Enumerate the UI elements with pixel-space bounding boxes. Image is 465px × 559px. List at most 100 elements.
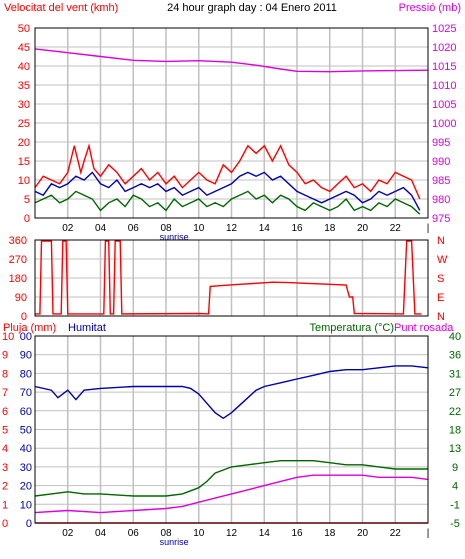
humidity-axis-title: Humitat: [68, 322, 106, 334]
wind-speed-tick-label: 40: [18, 61, 30, 73]
wind-speed-tick-label: 50: [18, 23, 30, 35]
rain-tick-label: 4: [2, 443, 8, 455]
x-tick-label: 06: [128, 528, 140, 539]
wind-direction-line: [35, 240, 422, 315]
temperature-tick-label: 9: [452, 462, 458, 474]
x-tick-label: 14: [259, 528, 271, 539]
pressure-tick-label: 990: [432, 156, 450, 168]
pressure-tick-label: 975: [432, 213, 450, 225]
series-line-green: [34, 190, 421, 215]
humidity-tick-label: 60: [20, 406, 32, 418]
series-line-humitat: [34, 365, 429, 420]
temperature-tick-label: 18: [449, 425, 461, 437]
humidity-tick-label: 70: [20, 387, 32, 399]
temperature-tick-label: 13: [449, 443, 461, 455]
humidity-tick-label: 00: [20, 331, 32, 343]
sunrise-label: sunrise: [160, 537, 189, 547]
x-tick-label: |: [427, 223, 430, 234]
wind-speed-tick-label: 25: [18, 118, 30, 130]
x-tick-label: 20: [357, 223, 369, 234]
x-tick-label: 10: [193, 223, 205, 234]
pressure-tick-label: 980: [432, 194, 450, 206]
x-tick-label: 22: [390, 223, 402, 234]
direction-compass-tick-label: N: [437, 311, 445, 323]
wind-speed-tick-label: 0: [24, 213, 30, 225]
humidity-tick-label: 90: [20, 350, 32, 362]
x-tick-label: 18: [324, 528, 336, 539]
humidity-tick-label: 0: [26, 518, 32, 530]
temperature-axis-title: Temperatura (°C): [310, 322, 394, 334]
rain-tick-label: 3: [2, 462, 8, 474]
direction-compass-tick-label: W: [437, 254, 448, 266]
rain-tick-label: 10: [2, 331, 14, 343]
pressure-tick-label: 1010: [432, 80, 456, 92]
series-line-red: [34, 143, 421, 200]
rain-tick-label: 1: [2, 499, 8, 511]
rain-tick-label: 9: [2, 350, 8, 362]
x-tick-label: 02: [62, 223, 74, 234]
x-tick-label: 16: [291, 223, 303, 234]
temperature-tick-label: 40: [449, 331, 461, 343]
pressure-tick-label: 1025: [432, 23, 456, 35]
pressure-tick-label: 1020: [432, 42, 456, 54]
rain-tick-label: 0: [2, 518, 8, 530]
sunrise-label: sunrise: [160, 232, 189, 242]
pressure-tick-label: 1000: [432, 118, 456, 130]
direction-compass-tick-label: N: [437, 235, 445, 247]
pressure-tick-label: 1015: [432, 61, 456, 73]
temperature-tick-label: 31: [449, 368, 461, 380]
humidity-tick-label: 80: [20, 368, 32, 380]
x-tick-label: 06: [128, 223, 140, 234]
rain-tick-label: 5: [2, 425, 8, 437]
temperature-tick-label: 27: [449, 387, 461, 399]
wind-speed-tick-label: 45: [18, 42, 30, 54]
x-tick-label: 14: [259, 223, 271, 234]
series-line-magenta: [34, 48, 429, 73]
direction-degree-tick-label: 180: [9, 273, 27, 285]
x-tick-label: 02: [62, 528, 74, 539]
series-line-temperatura: [34, 460, 428, 497]
x-tick-label: 18: [324, 223, 336, 234]
rain-axis-title: Pluja (mm): [3, 322, 56, 334]
humidity-tick-label: 10: [20, 499, 32, 511]
direction-compass-tick-label: E: [437, 292, 444, 304]
temperature-tick-label: 4: [452, 481, 458, 493]
direction-degree-tick-label: 360: [9, 235, 27, 247]
wind-speed-tick-label: 20: [18, 137, 30, 149]
chart-title: 24 hour graph day : 04 Enero 2011: [167, 2, 337, 14]
pressure-tick-label: 1005: [432, 99, 456, 111]
wind-speed-tick-label: 15: [18, 156, 30, 168]
rain-tick-label: 8: [2, 368, 8, 380]
wind-speed-tick-label: 35: [18, 80, 30, 92]
humidity-tick-label: 40: [20, 443, 32, 455]
humidity-tick-label: 50: [20, 425, 32, 437]
x-tick-label: 16: [291, 528, 303, 539]
pressure-tick-label: 985: [432, 175, 450, 187]
rain-humidity-temperature-plot-frame: [34, 335, 429, 524]
humidity-tick-label: 30: [20, 462, 32, 474]
wind-speed-tick-label: 10: [18, 175, 30, 187]
wind-direction-plot-frame: [34, 239, 429, 317]
x-tick-label: 04: [95, 528, 107, 539]
x-tick-label: 12: [226, 528, 238, 539]
humidity-tick-label: 20: [20, 481, 32, 493]
x-tick-label: 20: [357, 528, 369, 539]
wind-speed-axis-title: Velocitat del vent (kmh): [4, 2, 118, 14]
wind-speed-tick-label: 30: [18, 99, 30, 111]
direction-compass-tick-label: S: [437, 273, 444, 285]
direction-degree-tick-label: 270: [9, 254, 27, 266]
x-tick-label: 04: [95, 223, 107, 234]
pressure-axis-title: Pressió (mb): [399, 2, 461, 14]
temperature-tick-label: 22: [449, 406, 461, 418]
rain-tick-label: 2: [2, 481, 8, 493]
dew-point-axis-title: Punt rosada: [394, 322, 454, 334]
temperature-tick-label: 36: [449, 350, 461, 362]
temperature-tick-label: -1: [450, 499, 460, 511]
wind-speed-tick-label: 5: [24, 194, 30, 206]
x-tick-label: 10: [193, 528, 205, 539]
x-tick-label: 08: [160, 528, 172, 539]
x-tick-label: |: [427, 528, 430, 539]
rain-tick-label: 6: [2, 406, 8, 418]
